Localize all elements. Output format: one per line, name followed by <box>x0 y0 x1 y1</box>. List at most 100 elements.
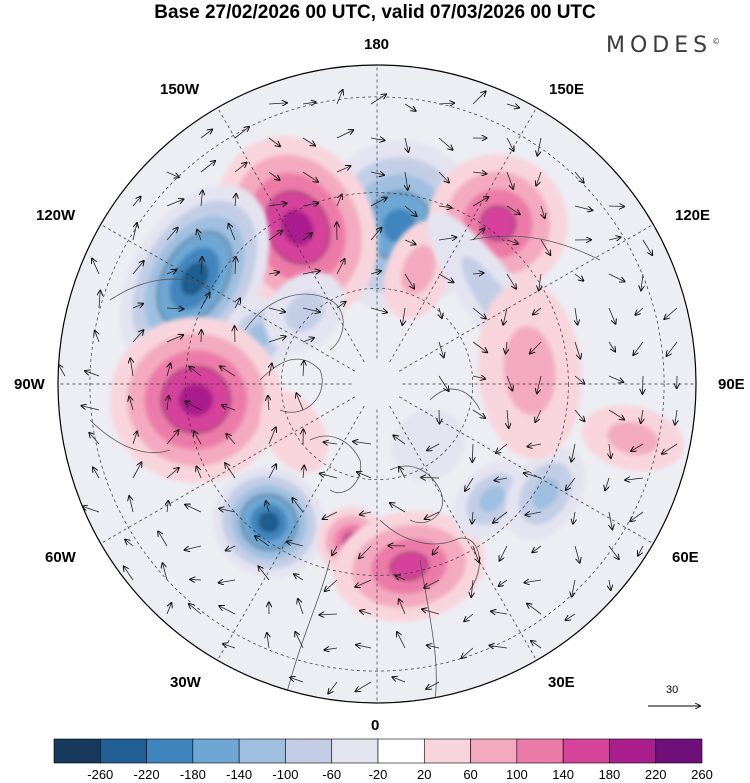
wind-arrow <box>438 273 453 282</box>
colorbar-tick-label: -260 <box>87 767 114 782</box>
wind-arrow <box>438 137 453 150</box>
wind-arrow <box>295 632 304 649</box>
wind-arrow <box>472 511 473 524</box>
anomaly-contour <box>503 326 556 416</box>
wind-arrow <box>507 409 509 428</box>
wind-arrow <box>185 505 202 513</box>
wind-arrow <box>99 291 100 309</box>
anomaly-layer <box>109 136 684 622</box>
wind-arrow <box>496 443 508 453</box>
wind-arrow <box>370 271 381 274</box>
meridian-line <box>389 405 537 661</box>
wind-arrow <box>404 103 416 111</box>
wind-arrow <box>268 396 269 411</box>
wind-arrow <box>225 463 236 479</box>
colorbar-swatch <box>423 738 471 764</box>
graticule-layer <box>58 65 696 703</box>
wind-arrow <box>421 477 440 478</box>
coastline <box>109 278 211 301</box>
colorbar-tick-label: 180 <box>598 767 621 782</box>
wind-arrow <box>633 341 644 355</box>
wind-arrow <box>527 604 542 615</box>
wind-arrow <box>438 237 456 240</box>
wind-arrow <box>167 364 170 377</box>
wind-arrow <box>390 503 406 513</box>
wind-arrow <box>302 338 314 342</box>
wind-arrow <box>296 393 304 411</box>
anomaly-contour <box>409 427 447 464</box>
wind-arrow <box>506 205 520 214</box>
meridian-line <box>389 107 537 363</box>
wind-arrow <box>573 511 575 524</box>
wind-arrow <box>472 443 473 462</box>
wind-arrow <box>491 611 508 614</box>
wind-arrow <box>268 103 287 104</box>
wind-arrow <box>537 375 542 393</box>
anomaly-contour <box>607 421 659 455</box>
wind-arrow <box>266 501 269 513</box>
wind-arrow <box>336 90 343 105</box>
wind-arrow <box>370 307 387 312</box>
wind-arrow <box>302 171 318 182</box>
wind-arrow <box>235 257 236 275</box>
wind-arrow <box>471 579 473 597</box>
wind-arrow <box>574 205 592 210</box>
wind-arrow <box>427 443 440 450</box>
wind-arrow <box>132 261 144 275</box>
wind-arrow <box>425 511 440 519</box>
wind-arrow <box>219 508 236 512</box>
wind-arrow <box>370 138 384 140</box>
wind-arrow <box>360 512 372 515</box>
wind-arrow <box>461 647 474 658</box>
wind-arrow <box>397 632 406 649</box>
colorbar-swatch <box>99 738 147 764</box>
label-90w: 90W <box>14 376 45 393</box>
wind-arrow <box>268 272 279 274</box>
wind-arrow <box>608 545 619 559</box>
wind-arrow <box>302 102 316 104</box>
colorbar-swatch <box>655 738 703 764</box>
wind-arrow <box>506 273 516 289</box>
wind-arrow <box>303 361 304 377</box>
wind-arrow <box>370 198 387 207</box>
wind-arrow <box>533 307 542 314</box>
colorbar-tick-label: -220 <box>133 767 160 782</box>
wind-arrow <box>608 307 616 324</box>
wind-arrow <box>438 375 449 391</box>
latitude-circle <box>280 287 474 481</box>
colorbar-tick-label: 20 <box>417 767 432 782</box>
wind-arrow <box>130 358 133 377</box>
wind-arrow <box>608 273 625 281</box>
wind-arrow <box>166 270 176 274</box>
colorbar-tick-label: -180 <box>179 767 206 782</box>
wind-arrow <box>465 477 474 491</box>
wind-arrow <box>287 542 304 547</box>
wind-arrow <box>635 307 644 315</box>
height-contour <box>264 190 331 265</box>
anomaly-contour <box>281 209 314 246</box>
label-60e: 60E <box>672 549 699 566</box>
anomaly-pos-30w-inner <box>260 390 328 474</box>
wind-arrow <box>302 233 312 241</box>
wind-arrow <box>267 633 269 649</box>
wind-arrow <box>539 273 541 290</box>
wind-arrow <box>608 341 615 351</box>
wind-arrow <box>571 443 576 462</box>
wind-arrow <box>574 375 584 384</box>
colorbar-swatch <box>562 738 610 764</box>
wind-arrow <box>185 545 202 550</box>
wind-arrow <box>566 613 576 620</box>
wind-arrow <box>503 307 508 325</box>
coastline <box>469 235 601 261</box>
wind-arrow <box>298 599 304 615</box>
anomaly-contour <box>479 486 505 512</box>
wind-arrow <box>163 563 168 581</box>
wind-arrow <box>531 641 542 649</box>
coastline <box>259 358 323 413</box>
wind-arrow <box>319 614 338 615</box>
colorbar-tick-label: 140 <box>552 767 574 782</box>
latitude-circle <box>89 96 665 672</box>
wind-arrow <box>609 443 611 458</box>
wind-arrow <box>506 341 507 353</box>
wind-arrow <box>642 239 652 255</box>
